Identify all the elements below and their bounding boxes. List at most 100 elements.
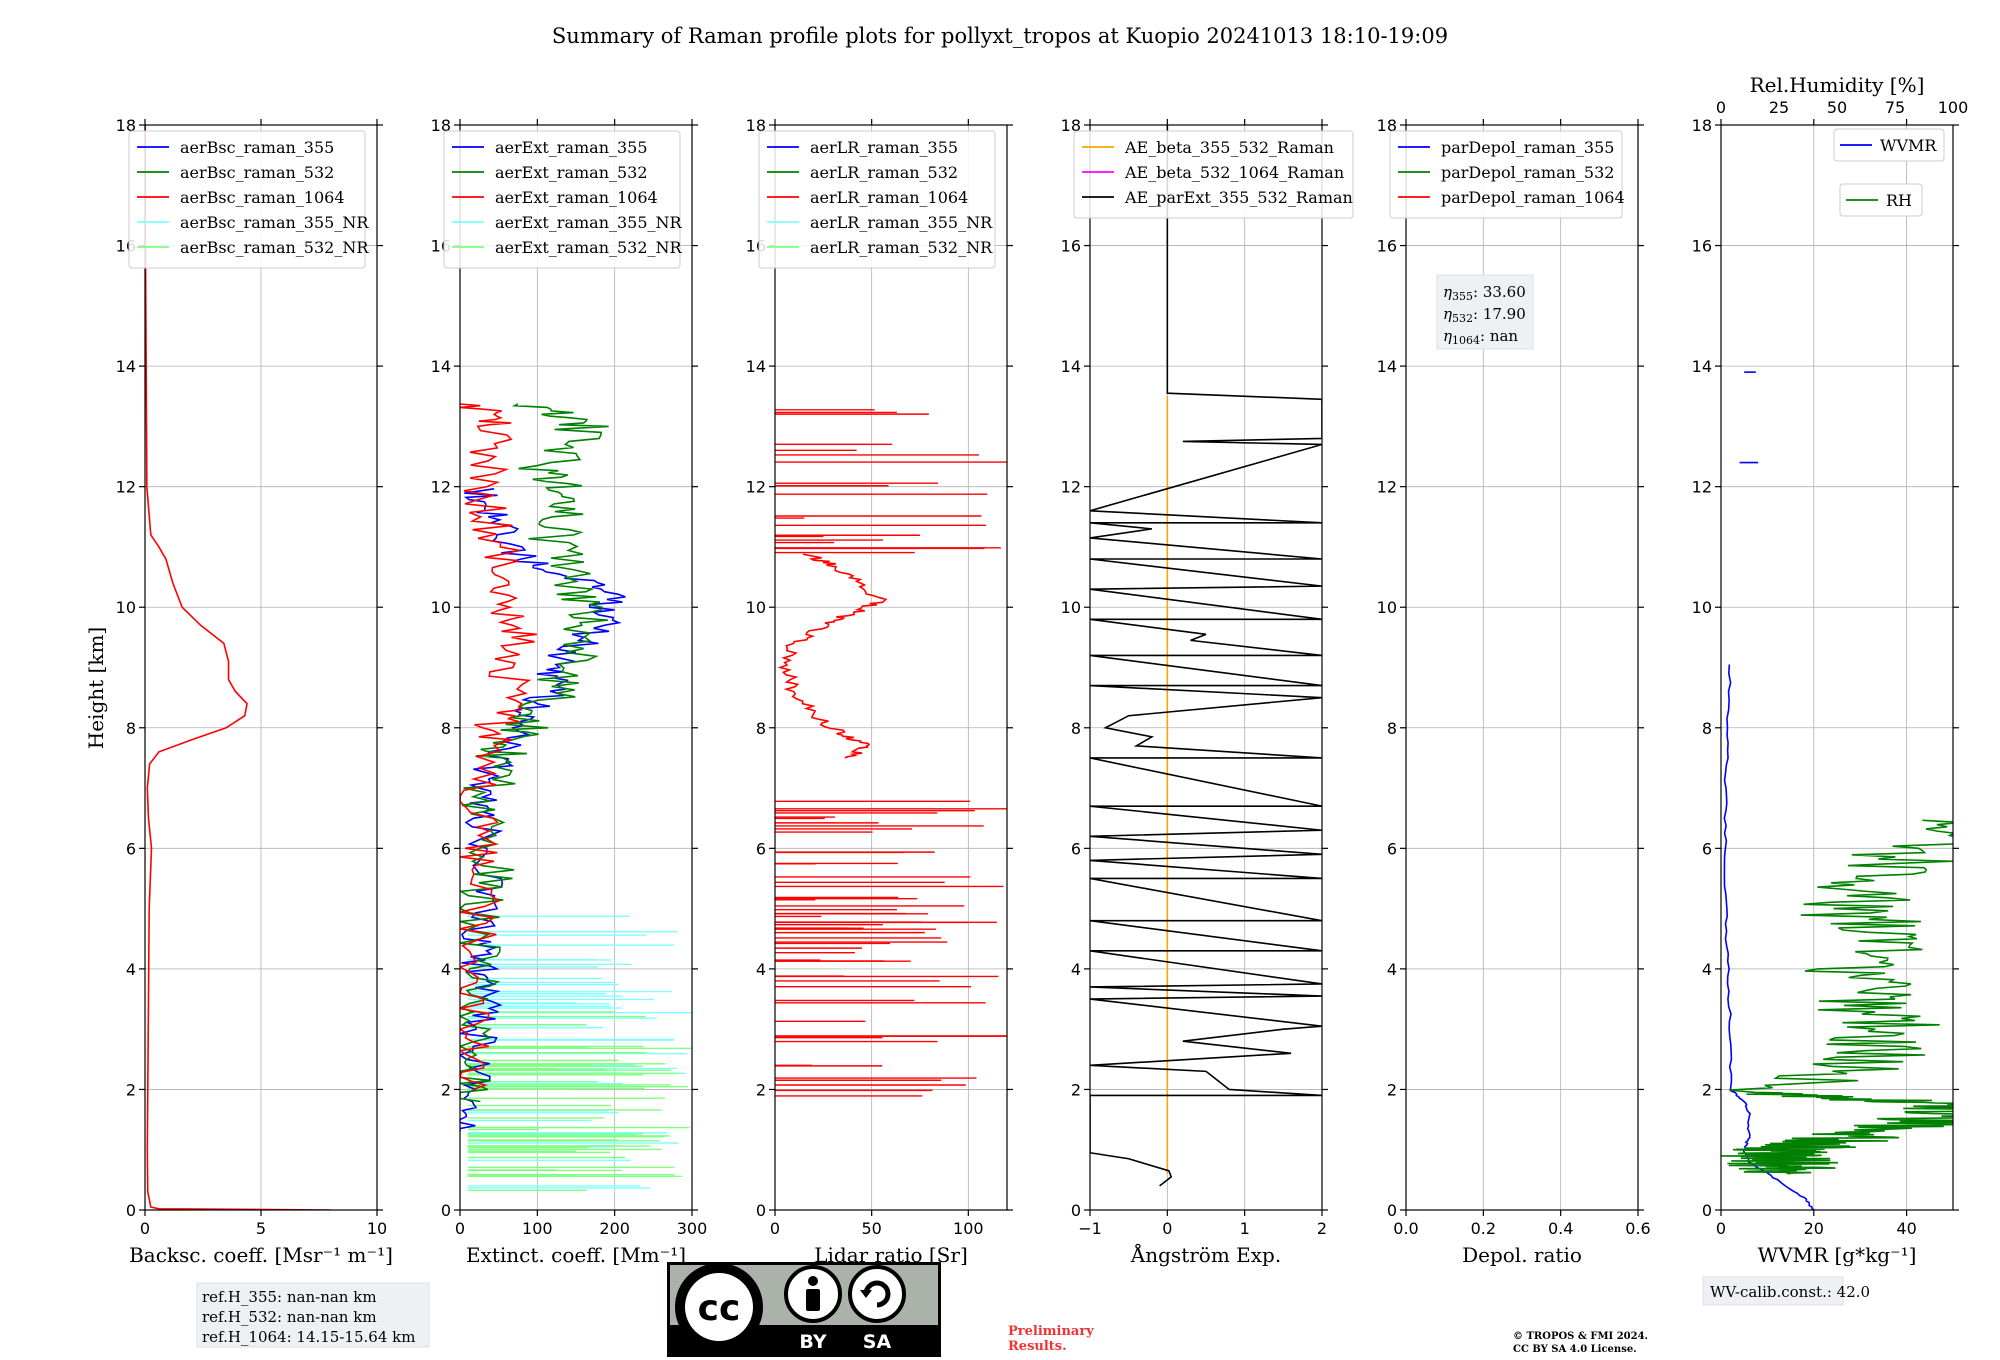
y-tick-label: 12 [431, 478, 451, 497]
legend-label: RH [1886, 191, 1912, 210]
y-tick-label: 4 [1702, 960, 1712, 979]
legend-label: aerExt_raman_532 [495, 163, 648, 182]
y-tick-label: 6 [756, 839, 766, 858]
y-tick-label: 4 [1071, 960, 1081, 979]
y-tick-label: 12 [116, 478, 136, 497]
y-tick-label: 2 [1071, 1080, 1081, 1099]
x-tick-label: 200 [599, 1219, 630, 1238]
y-axis-label: Height [km] [84, 627, 108, 749]
y-tick-label: 18 [746, 116, 766, 135]
legend-label: aerBsc_raman_532 [180, 163, 334, 182]
refh-1064: ref.H_1064: 14.15-15.64 km [202, 1328, 415, 1346]
top-x-axis-label: Rel.Humidity [%] [1750, 73, 1925, 97]
y-tick-label: 0 [441, 1201, 451, 1220]
refh-355: ref.H_355: nan-nan km [202, 1288, 377, 1306]
y-tick-label: 4 [126, 960, 136, 979]
x-tick-label: 0 [770, 1219, 780, 1238]
y-tick-label: 12 [1377, 478, 1397, 497]
x-tick-label: 0 [1716, 1219, 1726, 1238]
eta-532: η532: 17.90 [1443, 305, 1526, 325]
data-layer [145, 125, 331, 1210]
eta-box: η355: 33.60 η532: 17.90 η1064: nan [1436, 274, 1534, 350]
preliminary-line1: Preliminary [1008, 1324, 1094, 1339]
legend-label: aerLR_raman_532_NR [810, 238, 993, 257]
y-tick-label: 14 [1377, 357, 1397, 376]
eta-355: η355: 33.60 [1443, 283, 1526, 303]
legend-box [1073, 130, 1354, 219]
x-tick-label: 0 [455, 1219, 465, 1238]
y-tick-label: 10 [431, 598, 451, 617]
y-tick-label: 0 [126, 1201, 136, 1220]
y-tick-label: 12 [1692, 478, 1712, 497]
legend-box [443, 130, 681, 269]
x-tick-label: 0.2 [1471, 1219, 1496, 1238]
y-tick-label: 10 [1061, 598, 1081, 617]
y-tick-label: 14 [116, 357, 136, 376]
by-label: BY [799, 1331, 826, 1353]
legend-box [758, 130, 996, 269]
x-tick-label: 0 [140, 1219, 150, 1238]
top-x-tick-label: 100 [1938, 98, 1969, 117]
refh-532: ref.H_532: nan-nan km [202, 1308, 377, 1326]
x-tick-label: 0.6 [1625, 1219, 1650, 1238]
sa-label: SA [863, 1331, 892, 1353]
x-tick-label: 0 [1162, 1219, 1172, 1238]
data-layer [775, 409, 1007, 1097]
y-tick-label: 8 [441, 719, 451, 738]
y-tick-label: 0 [1387, 1201, 1397, 1220]
y-tick-label: 16 [1061, 237, 1081, 256]
y-tick-label: 12 [746, 478, 766, 497]
series-aerext-raman-1064 [460, 403, 537, 1091]
wv-calib-const: WV-calib.const.: 42.0 [1710, 1283, 1870, 1301]
y-tick-label: 2 [756, 1080, 766, 1099]
x-axis-label: WVMR [g*kg⁻¹] [1758, 1243, 1917, 1267]
reference-height-box: ref.H_355: nan-nan km ref.H_532: nan-nan… [196, 1282, 430, 1348]
x-tick-label: 2 [1317, 1219, 1327, 1238]
top-x-tick-label: 0 [1716, 98, 1726, 117]
y-tick-label: 8 [1387, 719, 1397, 738]
y-tick-label: 2 [126, 1080, 136, 1099]
legend-label: aerExt_raman_1064 [495, 188, 658, 207]
top-x-tick-label: 50 [1827, 98, 1847, 117]
legend-label: AE_parExt_355_532_Raman [1124, 188, 1353, 207]
legend-label: aerBsc_raman_355_NR [180, 213, 369, 232]
y-tick-label: 12 [1061, 478, 1081, 497]
legend-label: aerLR_raman_355_NR [810, 213, 993, 232]
cc-by-sa-logo: cc BY SA [667, 1262, 941, 1357]
y-tick-label: 6 [1071, 839, 1081, 858]
x-tick-label: 1 [1240, 1219, 1250, 1238]
x-tick-label: 40 [1896, 1219, 1916, 1238]
top-x-tick-label: 25 [1769, 98, 1789, 117]
y-tick-label: 6 [1702, 839, 1712, 858]
legend-label: parDepol_raman_532 [1441, 163, 1614, 182]
series-rh [1721, 819, 1953, 1175]
x-tick-label: 300 [677, 1219, 708, 1238]
x-tick-label: −1 [1078, 1219, 1102, 1238]
y-tick-label: 2 [1702, 1080, 1712, 1099]
y-tick-label: 14 [1061, 357, 1081, 376]
legend-label: aerExt_raman_532_NR [495, 238, 683, 257]
legend-label: aerLR_raman_355 [810, 138, 958, 157]
legend-label: aerExt_raman_355 [495, 138, 648, 157]
y-tick-label: 14 [431, 357, 451, 376]
y-tick-label: 6 [1387, 839, 1397, 858]
legend-label: parDepol_raman_1064 [1441, 188, 1625, 207]
y-tick-label: 8 [756, 719, 766, 738]
y-tick-label: 14 [746, 357, 766, 376]
legend-label: AE_beta_532_1064_Raman [1124, 163, 1344, 182]
data-layer [460, 403, 692, 1191]
y-tick-label: 10 [746, 598, 766, 617]
y-tick-label: 6 [126, 839, 136, 858]
x-tick-label: 0.4 [1548, 1219, 1573, 1238]
legend-label: WVMR [1880, 136, 1937, 155]
eta-1064: η1064: nan [1443, 327, 1518, 347]
series-aerlr-raman-1064 [777, 553, 888, 759]
figure-title: Summary of Raman profile plots for polly… [552, 24, 1448, 48]
copyright-line1: © TROPOS & FMI 2024. [1513, 1331, 1648, 1342]
y-tick-label: 16 [1377, 237, 1397, 256]
